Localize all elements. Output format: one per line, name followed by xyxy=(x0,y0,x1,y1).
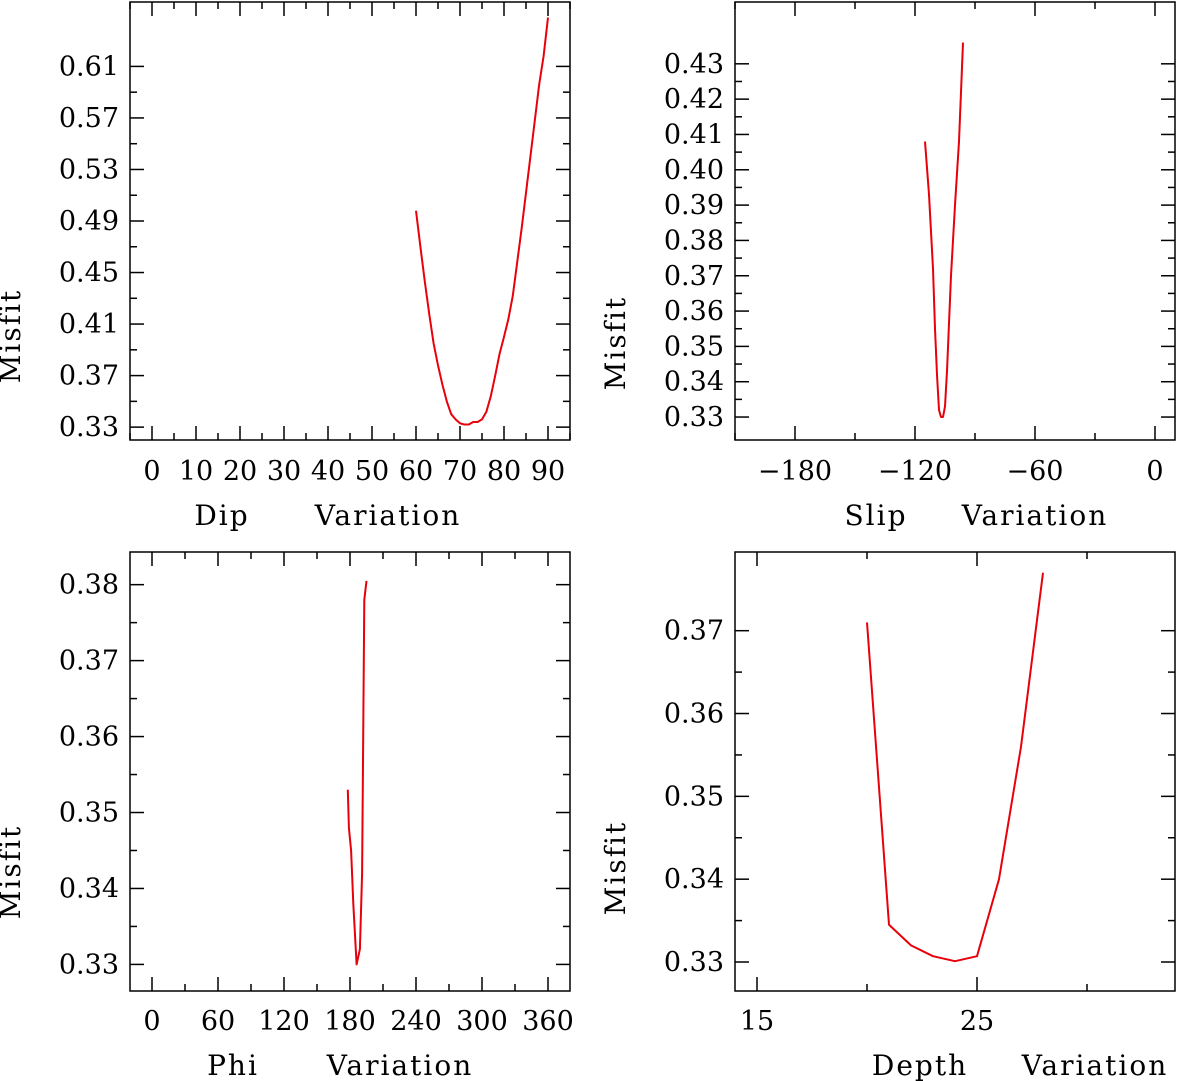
plot-frame xyxy=(734,1,1176,441)
x-tick-label: 40 xyxy=(311,456,345,487)
x-tick-label: 80 xyxy=(487,456,521,487)
x-tick-label: 15 xyxy=(740,1006,774,1037)
x-tick-label: 360 xyxy=(522,1006,574,1037)
x-axis-title-word: Slip xyxy=(844,499,907,532)
y-tick-label: 0.36 xyxy=(59,722,119,753)
y-tick-label: 0.36 xyxy=(664,699,724,730)
x-axis-title-word: Variation xyxy=(961,499,1108,532)
y-tick-label: 0.36 xyxy=(664,296,724,327)
plot-frame xyxy=(129,551,571,992)
y-tick-label: 0.33 xyxy=(664,947,724,978)
y-tick-label: 0.34 xyxy=(59,873,119,904)
y-tick-label: 0.37 xyxy=(59,361,119,392)
y-tick-label: 0.41 xyxy=(664,119,724,150)
y-tick-label: 0.49 xyxy=(59,206,119,237)
misfit-line xyxy=(924,42,964,418)
misfit-line xyxy=(415,17,549,426)
y-tick-label: 0.57 xyxy=(59,103,119,134)
y-tick-label: 0.34 xyxy=(664,367,724,398)
x-tick-label: −120 xyxy=(878,456,952,487)
y-tick-label: 0.34 xyxy=(664,864,724,895)
y-tick-label: 0.40 xyxy=(664,155,724,186)
y-tick-label: 0.35 xyxy=(664,331,724,362)
y-tick-label: 0.35 xyxy=(664,781,724,812)
chart-panel-2: 0.33 0.34 0.35 0.36 0.37 0.38 0.39 0.40 0.41 0.42… xyxy=(599,1,1176,532)
y-axis-title: Misfit xyxy=(599,821,632,916)
y-tick-label: 0.43 xyxy=(664,49,724,80)
x-tick-label: 10 xyxy=(179,456,213,487)
x-tick-label: −60 xyxy=(1007,456,1064,487)
chart-panel-1: 0.33 0.37 0.41 0.45 0.49 0.53 0.57 0.61 0 10 20 30 4… xyxy=(0,1,571,532)
chart-panel-3: 0.33 0.34 0.35 0.36 0.37 0.38 0 60 120 180 240 300 3… xyxy=(0,551,574,1081)
x-tick-label: 20 xyxy=(223,456,257,487)
x-axis-title-word: Variation xyxy=(326,1049,473,1081)
x-tick-label: 70 xyxy=(443,456,477,487)
plot-frame xyxy=(734,551,1176,992)
y-tick-label: 0.42 xyxy=(664,84,724,115)
x-tick-label: 240 xyxy=(390,1006,442,1037)
misfit-line xyxy=(866,572,1044,963)
x-axis-title-word: Dip xyxy=(194,499,249,532)
y-tick-label: 0.37 xyxy=(664,616,724,647)
y-tick-label: 0.61 xyxy=(59,51,119,82)
x-tick-label: −180 xyxy=(758,456,832,487)
x-tick-label: 0 xyxy=(143,1006,160,1037)
x-tick-label: 60 xyxy=(399,456,433,487)
y-axis-title: Misfit xyxy=(0,825,27,920)
x-tick-label: 60 xyxy=(201,1006,235,1037)
y-tick-label: 0.33 xyxy=(59,412,119,443)
x-axis-title-word: Variation xyxy=(1021,1049,1168,1081)
misfit-line xyxy=(346,580,368,966)
x-tick-label: 0 xyxy=(143,456,160,487)
x-tick-label: 25 xyxy=(960,1006,994,1037)
x-axis-title-word: Depth xyxy=(872,1049,968,1081)
x-tick-label: 120 xyxy=(258,1006,310,1037)
y-tick-label: 0.33 xyxy=(664,402,724,433)
y-tick-label: 0.53 xyxy=(59,154,119,185)
y-tick-label: 0.39 xyxy=(664,190,724,221)
y-tick-label: 0.38 xyxy=(59,570,119,601)
y-tick-label: 0.45 xyxy=(59,258,119,289)
x-tick-label: 0 xyxy=(1146,456,1163,487)
y-axis-title: Misfit xyxy=(0,289,27,384)
chart-panel-4: 0.33 0.34 0.35 0.36 0.37 15 25 Misfit Depth Varia… xyxy=(599,551,1176,1081)
x-tick-label: 180 xyxy=(324,1006,376,1037)
y-tick-label: 0.37 xyxy=(59,646,119,677)
y-tick-label: 0.38 xyxy=(664,225,724,256)
x-tick-label: 90 xyxy=(531,456,565,487)
x-axis-title-word: Variation xyxy=(314,499,461,532)
x-tick-label: 50 xyxy=(355,456,389,487)
plot-frame xyxy=(129,1,571,441)
y-tick-label: 0.35 xyxy=(59,798,119,829)
y-tick-label: 0.33 xyxy=(59,949,119,980)
x-tick-label: 300 xyxy=(456,1006,508,1037)
y-tick-label: 0.37 xyxy=(664,261,724,292)
x-tick-label: 30 xyxy=(267,456,301,487)
y-axis-title: Misfit xyxy=(599,296,632,391)
y-tick-label: 0.41 xyxy=(59,309,119,340)
x-axis-title-word: Phi xyxy=(207,1049,259,1081)
